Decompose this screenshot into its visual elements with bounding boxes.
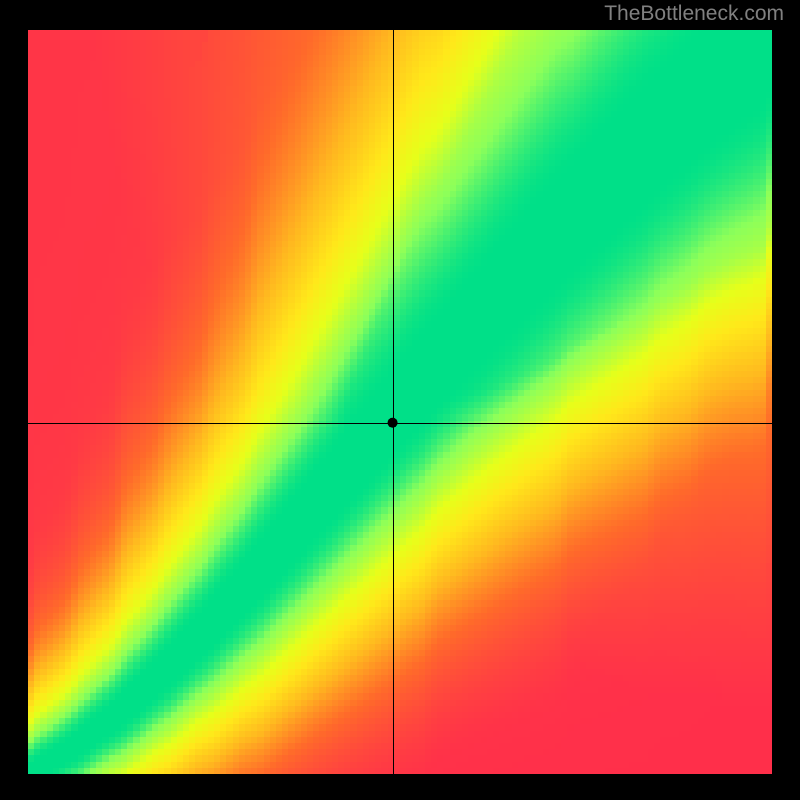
bottleneck-heatmap [28, 30, 772, 774]
chart-container: TheBottleneck.com [0, 0, 800, 800]
attribution-text: TheBottleneck.com [604, 2, 784, 26]
